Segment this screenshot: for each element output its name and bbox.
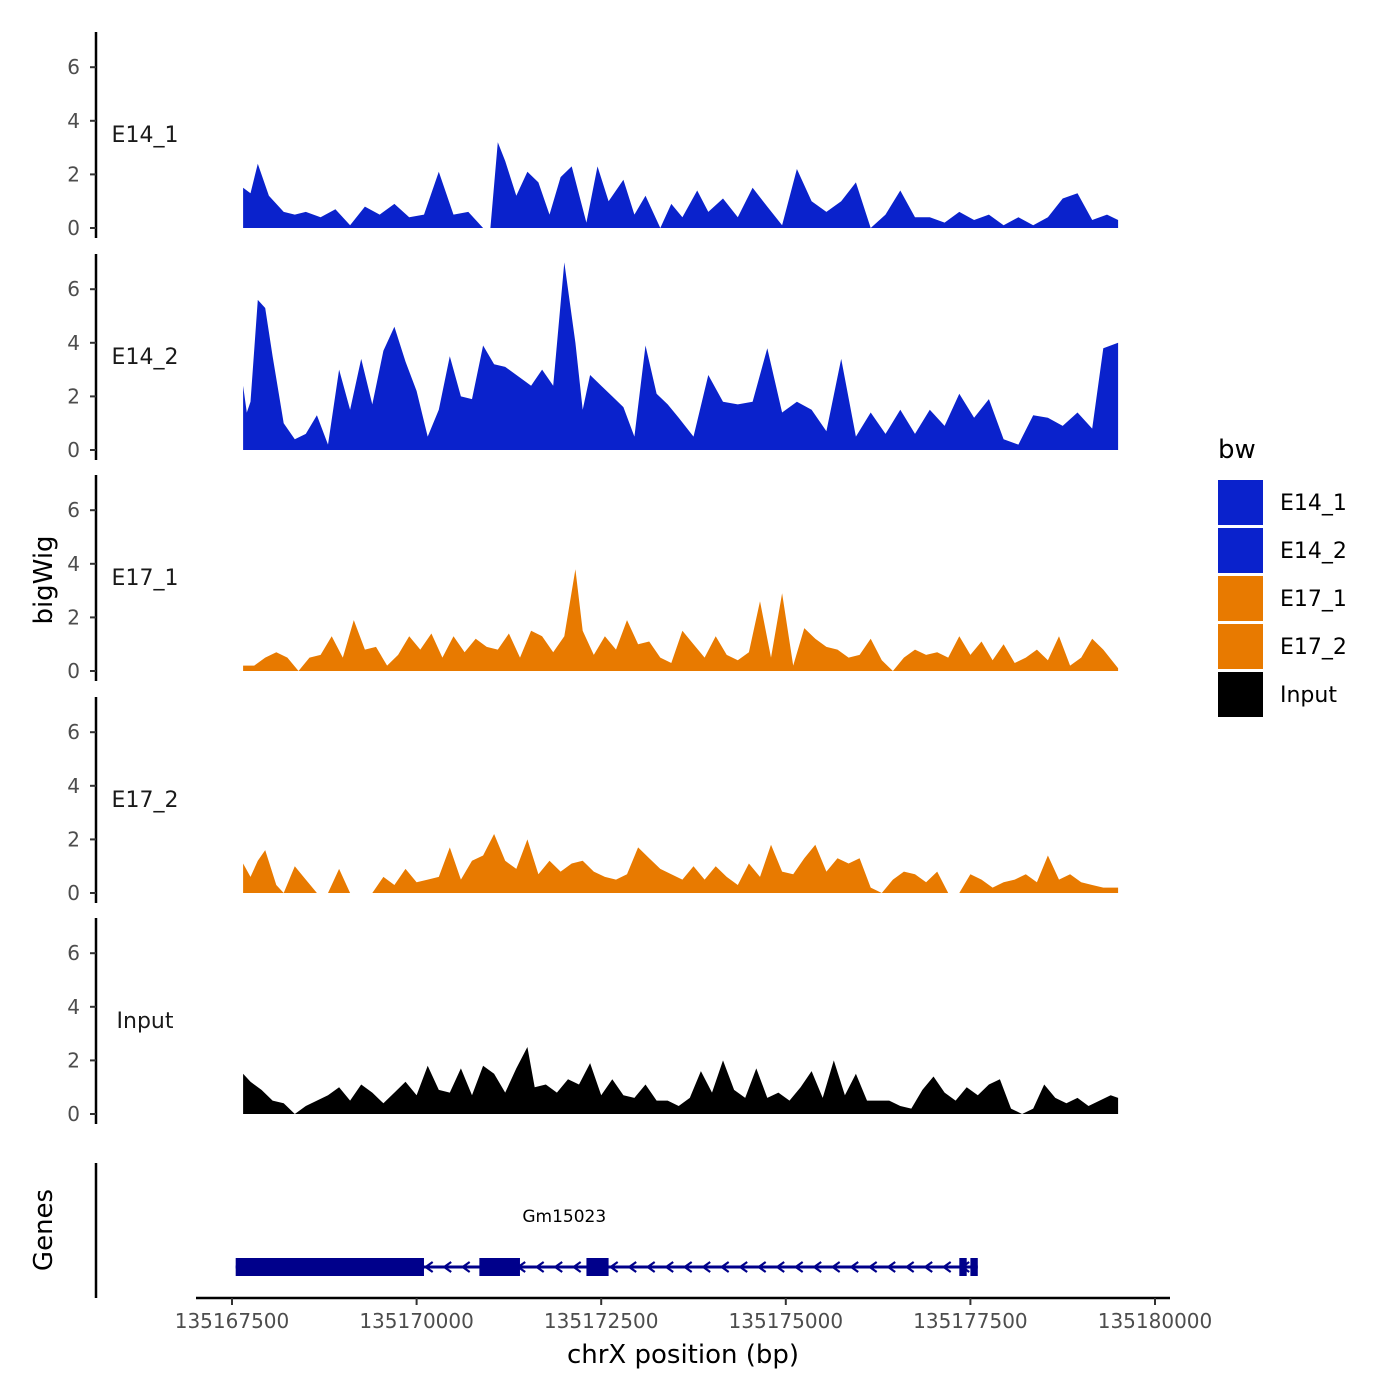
strand-arrow — [423, 1261, 434, 1273]
strand-arrow — [812, 1261, 822, 1273]
track-label: E17_2 — [112, 788, 179, 813]
y-tick-label: 4 — [67, 109, 80, 133]
y-tick-label: 2 — [67, 827, 80, 851]
gene-exon — [235, 1258, 424, 1276]
track-label: E14_2 — [112, 345, 179, 370]
y-tick-label: 0 — [67, 1102, 80, 1126]
y-axis-title: bigWig — [29, 535, 59, 624]
legend-label: E17_2 — [1280, 635, 1347, 660]
x-axis-title: chrX position (bp) — [567, 1340, 799, 1370]
y-tick-label: 0 — [67, 881, 80, 905]
strand-arrow — [756, 1261, 767, 1273]
strand-arrow — [775, 1261, 785, 1273]
legend-label: E14_1 — [1280, 491, 1347, 516]
strand-arrow — [664, 1261, 674, 1273]
y-tick-label: 6 — [67, 277, 80, 301]
y-tick-label: 6 — [67, 941, 80, 965]
strand-arrow — [830, 1261, 841, 1273]
x-tick-label: 135175000 — [729, 1309, 844, 1333]
strand-arrow — [627, 1261, 637, 1273]
coverage-area-E17_1 — [243, 569, 1119, 671]
y-tick-label: 6 — [67, 720, 80, 744]
strand-arrow — [849, 1261, 859, 1273]
legend-swatch-E14_1 — [1218, 480, 1263, 525]
track-panels: 0 2 4 6 E14_1 0 2 4 6 E14_2 0 2 4 6 E17_1 0 2 4 6 E17_2 0 2 4 6… — [67, 32, 1119, 1126]
y-tick-label: 2 — [67, 384, 80, 408]
y-tick-label: 4 — [67, 552, 80, 576]
legend-swatch-E17_1 — [1218, 576, 1263, 621]
y-tick-label: 0 — [67, 216, 80, 240]
x-axis: 135167500 135170000 135172500 135175000 1351… — [175, 1296, 1213, 1333]
y-tick-label: 6 — [67, 498, 80, 522]
track-Input: 0 2 4 6 Input — [67, 918, 1119, 1126]
gene-name-label: Gm15023 — [522, 1207, 606, 1227]
legend-swatch-E14_2 — [1218, 528, 1263, 573]
legend-label: E17_1 — [1280, 587, 1347, 612]
strand-arrow — [793, 1261, 804, 1273]
track-label: E14_1 — [112, 123, 179, 148]
coverage-area-Input — [243, 1047, 1119, 1114]
y-tick-label: 2 — [67, 605, 80, 629]
strand-arrow — [682, 1261, 693, 1273]
strand-arrow — [738, 1261, 748, 1273]
x-tick-label: 135177500 — [913, 1309, 1028, 1333]
strand-arrow — [867, 1261, 878, 1273]
gene-model — [235, 1258, 978, 1276]
strand-arrow — [904, 1261, 915, 1273]
track-E17_1: 0 2 4 6 E17_1 — [67, 475, 1119, 683]
legend-swatch-E17_2 — [1218, 624, 1263, 669]
legend-title: bw — [1218, 435, 1256, 465]
strand-arrow — [719, 1261, 730, 1273]
strand-arrow — [571, 1261, 582, 1273]
y-tick-label: 4 — [67, 331, 80, 355]
gene-exon — [586, 1258, 609, 1276]
strand-arrow — [608, 1261, 619, 1273]
x-tick-label: 135180000 — [1098, 1309, 1213, 1333]
y-tick-label: 0 — [67, 438, 80, 462]
gene-exon — [959, 1258, 967, 1276]
gene-exon — [970, 1258, 978, 1276]
genes-track-label: Genes — [29, 1189, 59, 1271]
y-tick-label: 4 — [67, 995, 80, 1019]
track-label: Input — [117, 1009, 174, 1034]
strand-arrow — [534, 1261, 545, 1273]
track-E14_1: 0 2 4 6 E14_1 — [67, 32, 1119, 240]
coverage-area-E14_2 — [243, 262, 1119, 450]
track-E17_2: 0 2 4 6 E17_2 — [67, 697, 1119, 905]
x-tick-label: 135167500 — [175, 1309, 290, 1333]
track-E14_2: 0 2 4 6 E14_2 — [67, 254, 1119, 462]
track-label: E17_1 — [112, 566, 179, 591]
strand-arrow — [701, 1261, 711, 1273]
legend-label: Input — [1280, 683, 1337, 708]
y-tick-label: 2 — [67, 162, 80, 186]
gene-exon — [479, 1258, 520, 1276]
y-tick-label: 0 — [67, 659, 80, 683]
strand-arrow — [442, 1261, 452, 1273]
strand-arrow — [553, 1261, 563, 1273]
strand-arrow — [886, 1261, 896, 1273]
legend-swatch-Input — [1218, 672, 1263, 717]
y-tick-label: 4 — [67, 774, 80, 798]
coverage-area-E14_1 — [243, 142, 1119, 228]
legend: bw E14_1 E14_2 E17_1 E17_2 Input — [1218, 435, 1347, 717]
strand-arrow — [923, 1261, 933, 1273]
y-tick-label: 2 — [67, 1048, 80, 1072]
legend-label: E14_2 — [1280, 539, 1347, 564]
x-tick-label: 135172500 — [544, 1309, 659, 1333]
y-tick-label: 6 — [67, 55, 80, 79]
strand-arrow — [645, 1261, 656, 1273]
coverage-area-E17_2 — [243, 834, 1119, 893]
x-tick-label: 135170000 — [359, 1309, 474, 1333]
genes-panel: Genes Gm15023 — [29, 1163, 978, 1298]
strand-arrow — [460, 1261, 471, 1273]
strand-arrow — [941, 1261, 952, 1273]
